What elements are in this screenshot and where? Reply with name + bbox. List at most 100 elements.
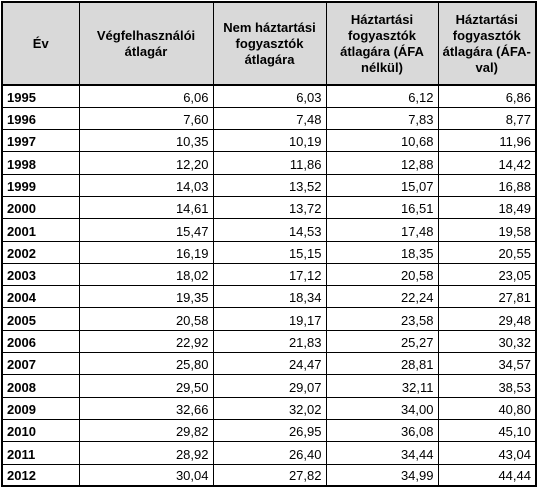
year-cell: 2012 bbox=[1, 463, 80, 487]
value-cell: 19,35 bbox=[78, 285, 214, 309]
value-cell: 13,52 bbox=[212, 173, 327, 197]
value-cell: 26,95 bbox=[212, 418, 327, 443]
year-cell: 1999 bbox=[1, 173, 80, 197]
value-cell: 21,83 bbox=[212, 329, 327, 354]
table-row: 1998 12,20 11,86 12,88 14,42 bbox=[1, 151, 537, 175]
value-cell: 34,57 bbox=[437, 352, 537, 376]
value-cell: 19,58 bbox=[437, 218, 537, 242]
value-cell: 7,60 bbox=[78, 106, 214, 131]
value-cell: 29,50 bbox=[78, 374, 214, 398]
table-row: 2007 25,80 24,47 28,81 34,57 bbox=[1, 352, 537, 376]
year-cell: 2006 bbox=[1, 329, 80, 354]
value-cell: 10,35 bbox=[78, 129, 214, 153]
table-row: 2010 29,82 26,95 36,08 45,10 bbox=[1, 418, 537, 443]
table-row: 2012 30,04 27,82 34,99 44,44 bbox=[1, 463, 537, 487]
table-row: 2009 32,66 32,02 34,00 40,80 bbox=[1, 396, 537, 420]
header-cell: Végfelhasználói átlagár bbox=[78, 1, 214, 86]
value-cell: 20,58 bbox=[325, 262, 439, 287]
value-cell: 32,66 bbox=[78, 396, 214, 420]
value-cell: 7,48 bbox=[212, 106, 327, 131]
year-cell: 2001 bbox=[1, 218, 80, 242]
header-cell: Háztartási fogyasztók átlagára (ÁFA nélk… bbox=[325, 1, 439, 86]
value-cell: 38,53 bbox=[437, 374, 537, 398]
year-cell: 2007 bbox=[1, 352, 80, 376]
value-cell: 20,55 bbox=[437, 240, 537, 264]
value-cell: 6,03 bbox=[212, 84, 327, 108]
value-cell: 23,05 bbox=[437, 262, 537, 287]
table-row: 1996 7,60 7,48 7,83 8,77 bbox=[1, 106, 537, 131]
year-cell: 2011 bbox=[1, 441, 80, 465]
value-cell: 32,11 bbox=[325, 374, 439, 398]
value-cell: 17,48 bbox=[325, 218, 439, 242]
value-cell: 7,83 bbox=[325, 106, 439, 131]
value-cell: 16,51 bbox=[325, 195, 439, 220]
table-row: 1997 10,35 10,19 10,68 11,96 bbox=[1, 129, 537, 153]
value-cell: 45,10 bbox=[437, 418, 537, 443]
value-cell: 36,08 bbox=[325, 418, 439, 443]
value-cell: 12,20 bbox=[78, 151, 214, 175]
value-cell: 27,82 bbox=[212, 463, 327, 487]
value-cell: 18,35 bbox=[325, 240, 439, 264]
value-cell: 24,47 bbox=[212, 352, 327, 376]
value-cell: 10,19 bbox=[212, 129, 327, 153]
value-cell: 43,04 bbox=[437, 441, 537, 465]
table-row: 2008 29,50 29,07 32,11 38,53 bbox=[1, 374, 537, 398]
year-cell: 2000 bbox=[1, 195, 80, 220]
header-cell: Nem háztartási fogyasztók átlagára bbox=[212, 1, 327, 86]
value-cell: 23,58 bbox=[325, 307, 439, 331]
year-cell: 2002 bbox=[1, 240, 80, 264]
value-cell: 6,86 bbox=[437, 84, 537, 108]
value-cell: 28,81 bbox=[325, 352, 439, 376]
table-row: 2002 16,19 15,15 18,35 20,55 bbox=[1, 240, 537, 264]
value-cell: 34,99 bbox=[325, 463, 439, 487]
header-cell: Év bbox=[1, 1, 80, 86]
value-cell: 15,47 bbox=[78, 218, 214, 242]
value-cell: 18,49 bbox=[437, 195, 537, 220]
value-cell: 29,07 bbox=[212, 374, 327, 398]
value-cell: 12,88 bbox=[325, 151, 439, 175]
year-cell: 2009 bbox=[1, 396, 80, 420]
year-cell: 2005 bbox=[1, 307, 80, 331]
value-cell: 40,80 bbox=[437, 396, 537, 420]
table-row: 2000 14,61 13,72 16,51 18,49 bbox=[1, 195, 537, 220]
value-cell: 13,72 bbox=[212, 195, 327, 220]
header-row: Év Végfelhasználói átlagár Nem háztartási … bbox=[1, 1, 537, 86]
value-cell: 25,27 bbox=[325, 329, 439, 354]
value-cell: 6,06 bbox=[78, 84, 214, 108]
value-cell: 18,34 bbox=[212, 285, 327, 309]
year-cell: 2008 bbox=[1, 374, 80, 398]
value-cell: 44,44 bbox=[437, 463, 537, 487]
value-cell: 14,42 bbox=[437, 151, 537, 175]
value-cell: 18,02 bbox=[78, 262, 214, 287]
header-cell: Háztartási fogyasztók átlagára (ÁFA-val) bbox=[437, 1, 537, 86]
value-cell: 26,40 bbox=[212, 441, 327, 465]
value-cell: 16,19 bbox=[78, 240, 214, 264]
value-cell: 16,88 bbox=[437, 173, 537, 197]
value-cell: 19,17 bbox=[212, 307, 327, 331]
year-cell: 1997 bbox=[1, 129, 80, 153]
value-cell: 14,61 bbox=[78, 195, 214, 220]
value-cell: 34,00 bbox=[325, 396, 439, 420]
value-cell: 27,81 bbox=[437, 285, 537, 309]
value-cell: 34,44 bbox=[325, 441, 439, 465]
table-row: 2003 18,02 17,12 20,58 23,05 bbox=[1, 262, 537, 287]
table-body: 1995 6,06 6,03 6,12 6,86 1996 7,60 7,48 7,83 8,77… bbox=[1, 84, 537, 487]
value-cell: 29,48 bbox=[437, 307, 537, 331]
value-cell: 30,32 bbox=[437, 329, 537, 354]
year-cell: 2003 bbox=[1, 262, 80, 287]
value-cell: 25,80 bbox=[78, 352, 214, 376]
value-cell: 8,77 bbox=[437, 106, 537, 131]
table-row: 2001 15,47 14,53 17,48 19,58 bbox=[1, 218, 537, 242]
year-cell: 2010 bbox=[1, 418, 80, 443]
value-cell: 20,58 bbox=[78, 307, 214, 331]
year-cell: 1995 bbox=[1, 84, 80, 108]
value-cell: 14,03 bbox=[78, 173, 214, 197]
table-row: 2011 28,92 26,40 34,44 43,04 bbox=[1, 441, 537, 465]
value-cell: 11,86 bbox=[212, 151, 327, 175]
year-cell: 1996 bbox=[1, 106, 80, 131]
value-cell: 14,53 bbox=[212, 218, 327, 242]
value-cell: 22,92 bbox=[78, 329, 214, 354]
year-cell: 1998 bbox=[1, 151, 80, 175]
